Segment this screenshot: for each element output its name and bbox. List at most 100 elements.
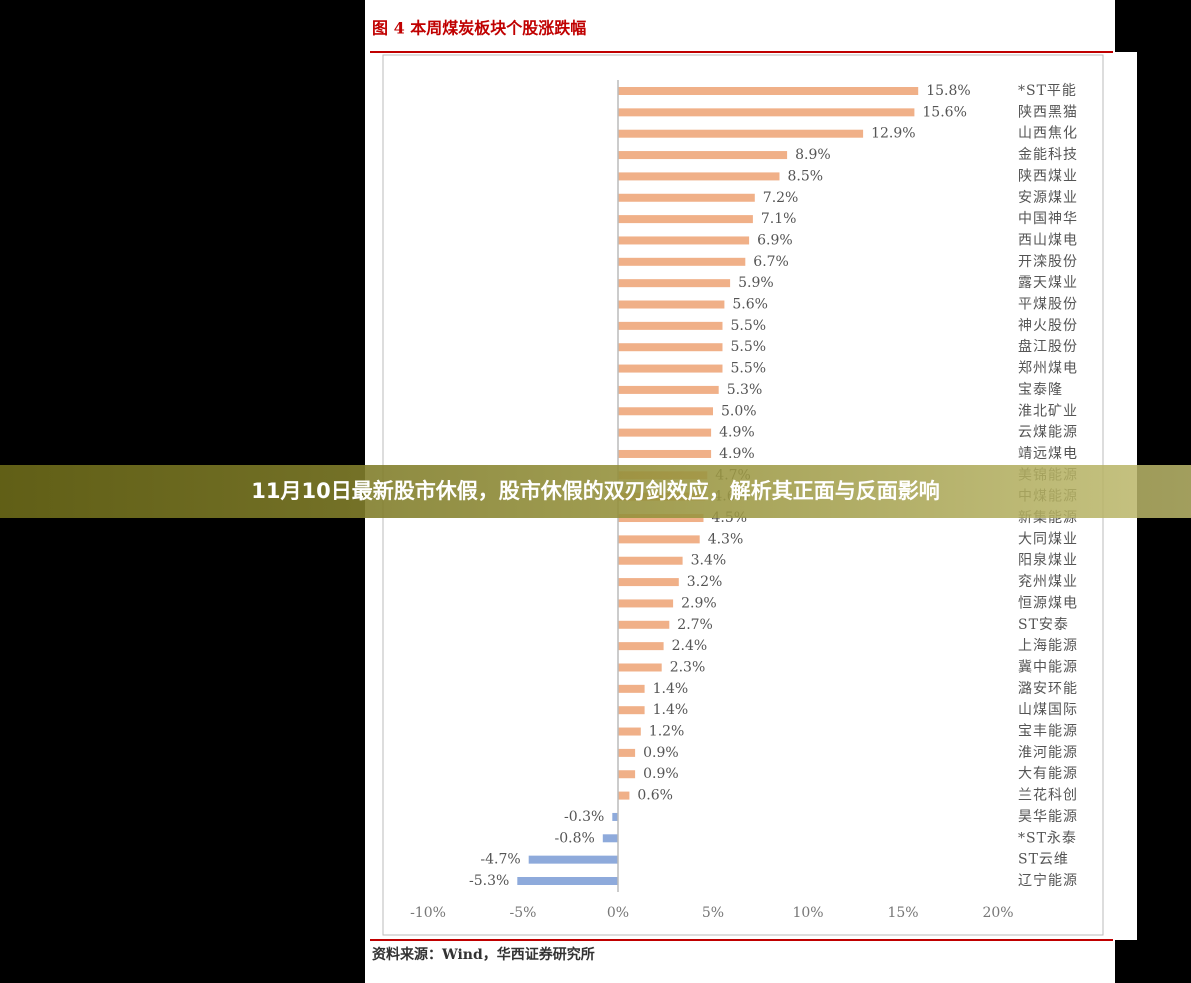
value-label: 15.8%: [926, 83, 970, 99]
value-label: 4.9%: [719, 446, 755, 462]
category-label: 山西焦化: [1018, 126, 1078, 142]
value-label: 1.4%: [653, 681, 689, 697]
category-label: 潞安环能: [1018, 681, 1078, 697]
value-label: -5.3%: [469, 873, 509, 889]
bar: [618, 642, 664, 651]
value-label: 5.5%: [731, 339, 767, 355]
value-label: 4.3%: [708, 531, 744, 547]
value-label: 12.9%: [871, 126, 915, 142]
category-label: 兖州煤业: [1018, 574, 1078, 590]
value-label: 1.4%: [653, 702, 689, 718]
category-label: 陕西黑猫: [1018, 104, 1078, 120]
category-label: 靖远煤电: [1018, 446, 1078, 462]
category-label: ST安泰: [1018, 617, 1069, 633]
category-label: 淮北矿业: [1018, 403, 1078, 419]
bar: [618, 215, 753, 224]
category-label: 冀中能源: [1018, 659, 1078, 675]
category-label: 中国神华: [1018, 211, 1078, 227]
category-label: *ST永泰: [1018, 830, 1077, 846]
bar: [618, 791, 630, 800]
category-label: 宝丰能源: [1018, 724, 1078, 740]
value-label: 5.3%: [727, 382, 763, 398]
bar: [612, 812, 618, 821]
value-label: 5.5%: [731, 318, 767, 334]
bar: [618, 770, 636, 779]
value-label: 4.9%: [719, 425, 755, 441]
value-label: 0.9%: [643, 745, 679, 761]
category-label: 淮河能源: [1018, 745, 1078, 761]
x-tick-label: -5%: [510, 905, 537, 921]
bar: [618, 279, 731, 288]
value-label: 15.6%: [922, 104, 966, 120]
value-label: 5.6%: [732, 297, 768, 313]
x-tick-label: 0%: [607, 905, 629, 921]
value-label: 8.5%: [788, 168, 824, 184]
value-label: 0.9%: [643, 766, 679, 782]
bar: [618, 343, 723, 352]
value-label: 6.7%: [753, 254, 789, 270]
value-label: -4.7%: [480, 852, 520, 868]
category-label: 恒源煤电: [1018, 595, 1078, 611]
category-label: 大同煤业: [1018, 531, 1078, 547]
value-label: 2.9%: [681, 595, 717, 611]
value-label: 0.6%: [637, 788, 673, 804]
category-label: 大有能源: [1018, 766, 1078, 782]
value-label: 3.2%: [687, 574, 723, 590]
value-label: 7.2%: [763, 190, 799, 206]
value-label: 5.0%: [721, 403, 757, 419]
x-tick-label: 20%: [982, 905, 1013, 921]
bar: [618, 449, 712, 458]
value-label: 8.9%: [795, 147, 831, 163]
bar: [618, 684, 645, 693]
category-label: 神火股份: [1018, 318, 1078, 334]
x-tick-label: -10%: [410, 905, 446, 921]
value-label: 1.2%: [649, 724, 685, 740]
category-label: 云煤能源: [1018, 425, 1078, 441]
category-label: *ST平能: [1018, 83, 1077, 99]
headline-banner: 11月10日最新股市休假，股市休假的双刃剑效应，解析其正面与反面影响: [0, 465, 1191, 518]
category-label: 兰花科创: [1018, 788, 1078, 804]
chart-title: 图 4 本周煤炭板块个股涨跌幅: [372, 19, 586, 38]
bar: [618, 748, 636, 757]
source-note: 资料来源：Wind，华西证券研究所: [372, 946, 595, 963]
bar: [618, 407, 713, 416]
x-tick-label: 15%: [887, 905, 918, 921]
bar: [618, 514, 704, 523]
category-label: 辽宁能源: [1018, 872, 1078, 889]
category-label: 郑州煤电: [1018, 361, 1078, 377]
bar: [618, 599, 674, 608]
value-label: 5.9%: [738, 275, 774, 291]
bar: [618, 578, 679, 587]
bar: [618, 428, 712, 437]
value-label: 2.7%: [677, 617, 713, 633]
value-label: -0.3%: [564, 809, 604, 825]
bar: [618, 172, 780, 181]
x-tick-label: 5%: [702, 905, 724, 921]
bar: [517, 877, 618, 885]
value-label: 6.9%: [757, 232, 793, 248]
category-label: 昊华能源: [1018, 809, 1078, 825]
value-label: 7.1%: [761, 211, 797, 227]
category-label: 平煤股份: [1018, 297, 1078, 313]
bar: [618, 193, 755, 202]
bar: [528, 855, 618, 864]
value-label: 2.4%: [672, 638, 708, 654]
bar: [618, 663, 662, 672]
value-label: 3.4%: [691, 553, 727, 569]
category-label: 金能科技: [1018, 147, 1078, 163]
category-label: 开滦股份: [1018, 254, 1078, 270]
category-label: ST云维: [1018, 852, 1069, 868]
value-label: -0.8%: [554, 830, 594, 846]
category-label: 上海能源: [1018, 638, 1078, 654]
bar: [618, 300, 725, 309]
bar: [618, 727, 641, 736]
category-label: 陕西煤业: [1018, 168, 1078, 184]
category-label: 阳泉煤业: [1018, 552, 1078, 569]
bar: [602, 834, 618, 843]
bar: [618, 257, 746, 266]
bar: [618, 87, 919, 95]
bar: [618, 321, 723, 330]
category-label: 宝泰隆: [1018, 382, 1063, 398]
bar: [618, 385, 719, 394]
